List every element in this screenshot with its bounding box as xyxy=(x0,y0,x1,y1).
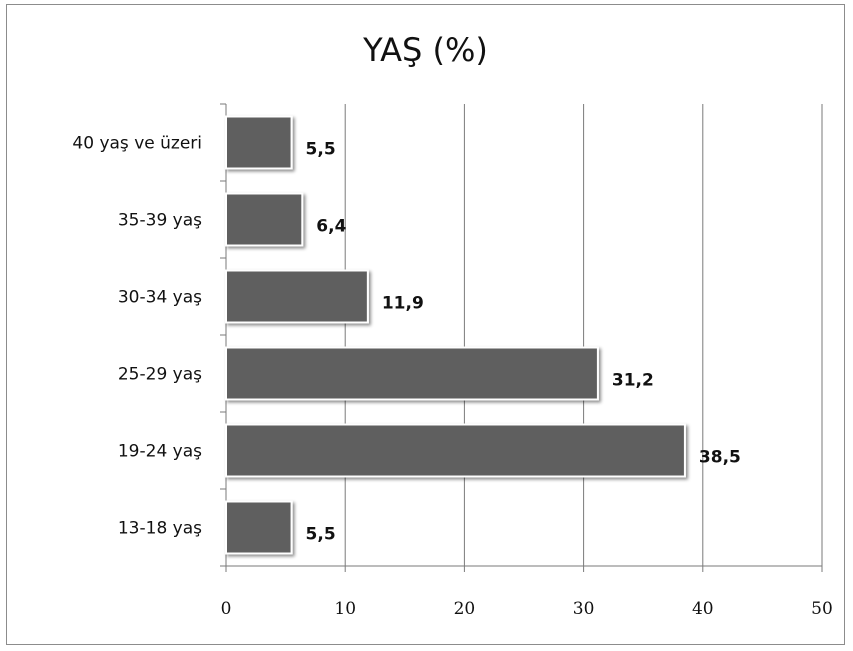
category-label: 13-18 yaş xyxy=(118,519,202,539)
x-tick-label: 30 xyxy=(573,599,595,619)
data-label: 6,4 xyxy=(316,217,346,237)
category-label: 30-34 yaş xyxy=(118,288,202,308)
bar-6 xyxy=(225,115,293,170)
chart-title: YAŞ (%) xyxy=(363,31,488,69)
x-tick-label: 40 xyxy=(692,599,714,619)
data-label: 5,5 xyxy=(306,525,336,545)
data-label: 38,5 xyxy=(699,448,741,468)
data-label: 5,5 xyxy=(306,140,336,160)
bar-1 xyxy=(225,500,293,555)
bar-4 xyxy=(225,269,369,324)
category-label: 19-24 yaş xyxy=(118,442,202,462)
x-tick-label: 20 xyxy=(454,599,476,619)
category-label: 35-39 yaş xyxy=(118,211,202,231)
category-label: 25-29 yaş xyxy=(118,365,202,385)
data-label: 11,9 xyxy=(382,294,424,314)
x-tick-label: 50 xyxy=(811,599,833,619)
category-label: 40 yaş ve üzeri xyxy=(72,134,202,154)
x-tick-label: 0 xyxy=(221,599,232,619)
bar-5 xyxy=(225,192,304,247)
data-label: 31,2 xyxy=(612,371,654,391)
bar-2 xyxy=(225,423,686,478)
chart-frame: YAŞ (%) xyxy=(6,4,845,645)
bar-3 xyxy=(225,346,599,401)
x-tick-label: 10 xyxy=(334,599,356,619)
